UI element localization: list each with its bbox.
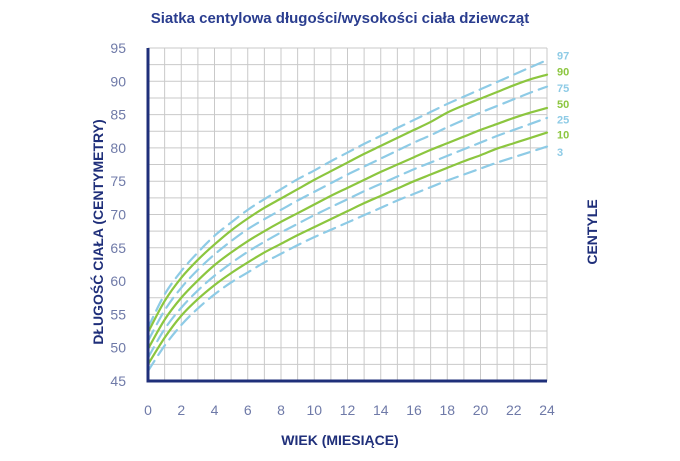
centile-label-p97: 97 bbox=[557, 50, 569, 62]
y-tick-labels: 45 50 55 60 65 70 75 80 85 90 95 bbox=[110, 40, 126, 389]
x-tick-label: 4 bbox=[211, 402, 219, 418]
x-tick-label: 16 bbox=[406, 402, 422, 418]
x-tick-labels: 0 2 4 6 8 10 12 14 16 18 20 22 24 bbox=[144, 402, 555, 418]
series-line-p3 bbox=[146, 145, 549, 373]
centile-label-p50: 50 bbox=[557, 99, 569, 111]
centile-labels: 97 90 75 50 25 10 3 bbox=[557, 50, 569, 159]
x-tick-label: 18 bbox=[439, 402, 455, 418]
series-line-p25 bbox=[146, 116, 549, 359]
y-tick-label: 65 bbox=[110, 240, 126, 256]
y-tick-label: 85 bbox=[110, 107, 126, 123]
centile-label-p10: 10 bbox=[557, 130, 569, 142]
centile-label-p25: 25 bbox=[557, 114, 569, 126]
y-tick-label: 95 bbox=[110, 40, 126, 56]
series-line-p90 bbox=[146, 73, 549, 334]
y-tick-label: 50 bbox=[110, 340, 126, 356]
x-tick-label: 0 bbox=[144, 402, 152, 418]
y-tick-label: 75 bbox=[110, 173, 126, 189]
series-line-p10 bbox=[146, 131, 549, 366]
x-tick-label: 24 bbox=[539, 402, 555, 418]
y-axis-title: DŁUGOŚĆ CIAŁA (CENTYMETRY) bbox=[89, 119, 106, 344]
y-tick-label: 45 bbox=[110, 373, 126, 389]
series-layer bbox=[146, 58, 549, 373]
y-tick-label: 80 bbox=[110, 140, 126, 156]
centile-label-p75: 75 bbox=[557, 83, 569, 95]
x-tick-label: 2 bbox=[177, 402, 185, 418]
y-tick-label: 60 bbox=[110, 273, 126, 289]
y-tick-label: 70 bbox=[110, 207, 126, 223]
x-axis-title: WIEK (MIESIĄCE) bbox=[281, 432, 398, 448]
x-tick-label: 8 bbox=[277, 402, 285, 418]
centile-label-p3: 3 bbox=[557, 147, 563, 159]
series-line-p97 bbox=[146, 58, 549, 329]
axes bbox=[146, 48, 547, 383]
grid bbox=[148, 47, 548, 381]
y-tick-label: 55 bbox=[110, 306, 126, 322]
chart-title: Siatka centylowa długości/wysokości ciał… bbox=[151, 10, 529, 27]
centile-label-p90: 90 bbox=[557, 66, 569, 78]
x-tick-label: 10 bbox=[306, 402, 322, 418]
x-tick-label: 14 bbox=[373, 402, 389, 418]
y-tick-label: 90 bbox=[110, 73, 126, 89]
series-line-p50 bbox=[146, 106, 549, 351]
x-tick-label: 6 bbox=[244, 402, 252, 418]
x-tick-label: 12 bbox=[340, 402, 356, 418]
series-line-p75 bbox=[146, 85, 549, 343]
legend-title: CENTYLE bbox=[584, 199, 600, 264]
x-tick-label: 20 bbox=[473, 402, 489, 418]
x-tick-label: 22 bbox=[506, 402, 522, 418]
